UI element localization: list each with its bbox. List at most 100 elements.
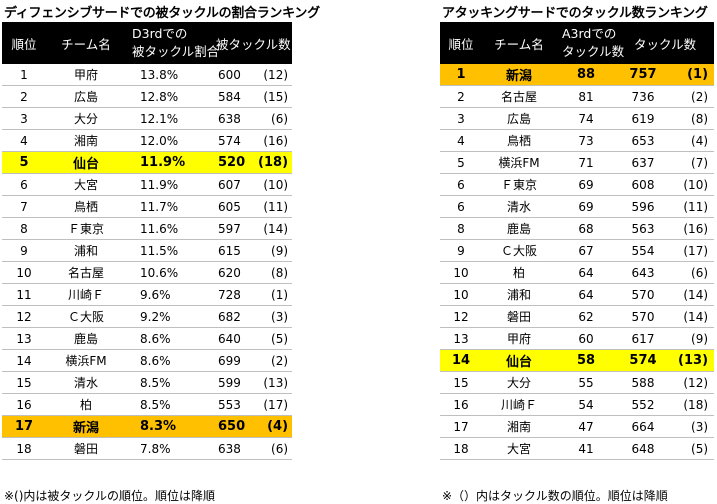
team-cell: 名古屋 (46, 261, 126, 284)
table-row: 10 柏 64 643 (6) (440, 261, 715, 284)
a3-tackles-cell: 81 (556, 85, 616, 108)
count-cell: 650 (216, 415, 256, 438)
team-cell: 仙台 (482, 349, 556, 372)
a3-tackles-cell: 68 (556, 217, 616, 240)
ratio-cell: 11.9% (126, 173, 216, 196)
rank-cell: 10 (440, 261, 482, 284)
team-cell: 仙台 (46, 151, 126, 174)
table-header-row: 順位 チーム名 A3rdでの タックル数 タックル数 (440, 22, 715, 64)
count-cell: 736 (616, 85, 670, 108)
ratio-cell: 11.9% (126, 151, 216, 174)
count-cell: 682 (216, 305, 256, 328)
count-rank-cell: (5) (670, 437, 715, 460)
ratio-cell: 13.8% (126, 64, 216, 86)
team-cell: 湘南 (482, 415, 556, 438)
count-cell: 584 (216, 85, 256, 108)
count-rank-cell: (11) (256, 195, 293, 218)
header-team: チーム名 (482, 22, 556, 64)
team-cell: 甲府 (46, 64, 126, 86)
header-d3-ratio-line1: D3rdでの (132, 26, 188, 41)
right-table-title: アタッキングサードでのタックル数ランキング (442, 6, 708, 21)
team-cell: 大分 (46, 107, 126, 130)
rank-cell: 16 (440, 393, 482, 416)
table-row: 5 仙台 11.9% 520 (18) (2, 151, 293, 174)
count-cell: 520 (216, 151, 256, 174)
rank-cell: 13 (2, 327, 46, 350)
count-cell: 619 (616, 107, 670, 130)
table-header-row: 順位 チーム名 D3rdでの 被タックル割合 被タックル数 (2, 22, 293, 64)
rank-cell: 7 (2, 195, 46, 218)
table-row: 1 甲府 13.8% 600 (12) (2, 64, 293, 86)
ratio-cell: 8.5% (126, 393, 216, 416)
table-row: 15 大分 55 588 (12) (440, 371, 715, 394)
count-cell: 596 (616, 195, 670, 218)
team-cell: 大宮 (46, 173, 126, 196)
rank-cell: 17 (2, 415, 46, 438)
count-cell: 620 (216, 261, 256, 284)
rank-cell: 6 (440, 195, 482, 218)
team-cell: 大分 (482, 371, 556, 394)
count-rank-cell: (9) (670, 327, 715, 350)
count-cell: 640 (216, 327, 256, 350)
count-cell: 588 (616, 371, 670, 394)
count-rank-cell: (8) (670, 107, 715, 130)
team-cell: 浦和 (482, 283, 556, 306)
defensive-third-ranking-table: 順位 チーム名 D3rdでの 被タックル割合 被タックル数 1 甲府 13.8% 60… (2, 22, 293, 460)
count-cell: 757 (616, 64, 670, 86)
count-rank-cell: (12) (670, 371, 715, 394)
count-rank-cell: (6) (256, 437, 293, 460)
count-rank-cell: (2) (256, 349, 293, 372)
team-cell: 磐田 (482, 305, 556, 328)
count-cell: 570 (616, 283, 670, 306)
ratio-cell: 8.6% (126, 349, 216, 372)
count-rank-cell: (18) (256, 151, 293, 174)
count-rank-cell: (3) (256, 305, 293, 328)
rank-cell: 5 (440, 151, 482, 174)
rank-cell: 2 (440, 85, 482, 108)
rank-cell: 15 (2, 371, 46, 394)
count-cell: 638 (216, 437, 256, 460)
header-tackled-count: 被タックル数 (216, 22, 293, 64)
header-a3-tackles-line1: A3rdでの (562, 26, 617, 41)
count-cell: 574 (616, 349, 670, 372)
rank-cell: 2 (2, 85, 46, 108)
table-row: 16 柏 8.5% 553 (17) (2, 393, 293, 416)
count-rank-cell: (5) (256, 327, 293, 350)
left-table-body: 1 甲府 13.8% 600 (12) 2 広島 12.8% 584 (15) 3 大分 12.1% 63… (2, 64, 293, 460)
header-a3-tackles: A3rdでの タックル数 (556, 22, 624, 64)
count-rank-cell: (12) (256, 64, 293, 86)
table-row: 9 浦和 11.5% 615 (9) (2, 239, 293, 262)
ratio-cell: 8.5% (126, 371, 216, 394)
count-rank-cell: (17) (256, 393, 293, 416)
rank-cell: 15 (440, 371, 482, 394)
header-d3-ratio-line2: 被タックル割合 (132, 44, 220, 59)
team-cell: 広島 (482, 107, 556, 130)
table-row: 1 新潟 88 757 (1) (440, 64, 715, 86)
table-row: 15 清水 8.5% 599 (13) (2, 371, 293, 394)
rank-cell: 14 (2, 349, 46, 372)
count-rank-cell: (16) (256, 129, 293, 152)
ratio-cell: 9.6% (126, 283, 216, 306)
count-cell: 605 (216, 195, 256, 218)
rank-cell: 12 (440, 305, 482, 328)
rank-cell: 9 (440, 239, 482, 262)
table-row: 3 広島 74 619 (8) (440, 107, 715, 130)
rank-cell: 11 (2, 283, 46, 306)
ratio-cell: 12.1% (126, 107, 216, 130)
team-cell: 鳥栖 (482, 129, 556, 152)
count-rank-cell: (1) (670, 64, 715, 86)
team-cell: Ｆ東京 (482, 173, 556, 196)
table-row: 11 川崎Ｆ 9.6% 728 (1) (2, 283, 293, 306)
count-cell: 637 (616, 151, 670, 174)
a3-tackles-cell: 71 (556, 151, 616, 174)
table-row: 4 鳥栖 73 653 (4) (440, 129, 715, 152)
header-d3-ratio: D3rdでの 被タックル割合 (126, 22, 220, 64)
table-row: 17 湘南 47 664 (3) (440, 415, 715, 438)
count-rank-cell: (17) (670, 239, 715, 262)
team-cell: Ｃ大阪 (482, 239, 556, 262)
left-table-title: ディフェンシブサードでの被タックルの割合ランキング (4, 6, 320, 21)
count-cell: 597 (216, 217, 256, 240)
rank-cell: 6 (2, 173, 46, 196)
team-cell: 新潟 (482, 64, 556, 86)
rank-cell: 12 (2, 305, 46, 328)
